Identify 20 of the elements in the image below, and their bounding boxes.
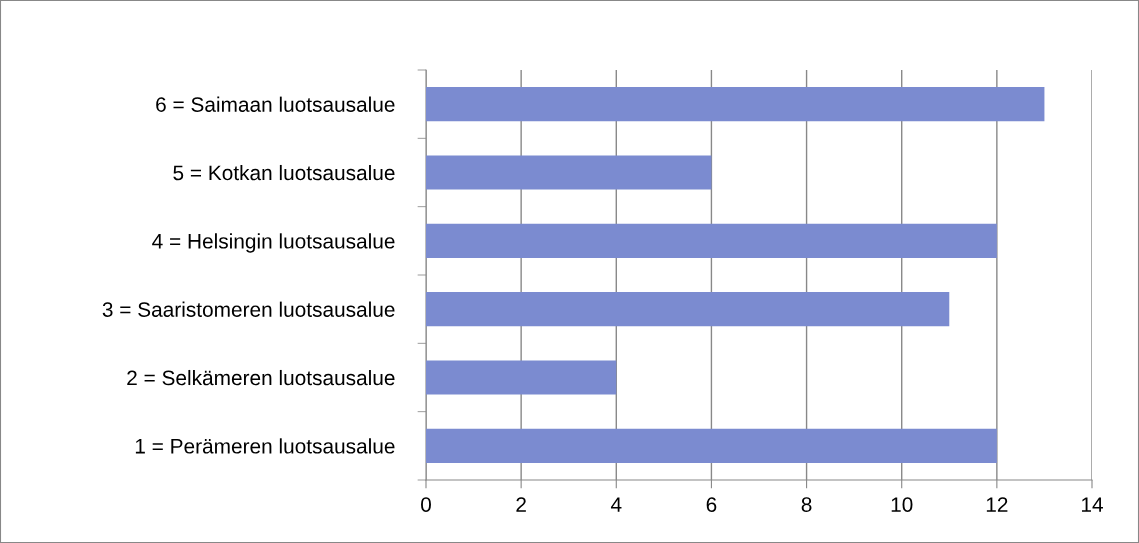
x-tick-label: 8	[801, 497, 812, 512]
bar	[426, 155, 712, 190]
x-tick-label: 10	[891, 497, 913, 512]
x-tick-label: 2	[516, 497, 526, 512]
x-tick-label: 4	[610, 497, 622, 512]
bar	[426, 223, 997, 258]
y-tick-label: 3 = Saaristomeren luotsausalue	[102, 301, 395, 317]
bar	[426, 87, 1045, 122]
x-tick-label: 0	[421, 497, 431, 512]
bar	[426, 360, 617, 395]
bar	[426, 292, 950, 327]
x-tick-label: 6	[706, 497, 717, 512]
bar	[426, 428, 997, 463]
x-tick-label: 12	[986, 497, 1008, 512]
y-tick-label: 5 = Kotkan luotsausalue	[173, 164, 395, 181]
y-tick-label: 6 = Saimaan luotsausalue	[156, 96, 395, 112]
y-tick-label: 1 = Perämeren luotsausalue	[135, 438, 395, 454]
y-tick-label: 2 = Selkämeren luotsausalue	[127, 369, 395, 386]
y-tick-label: 4 = Helsingin luotsausalue	[152, 233, 395, 253]
x-tick-label: 14	[1082, 497, 1103, 512]
